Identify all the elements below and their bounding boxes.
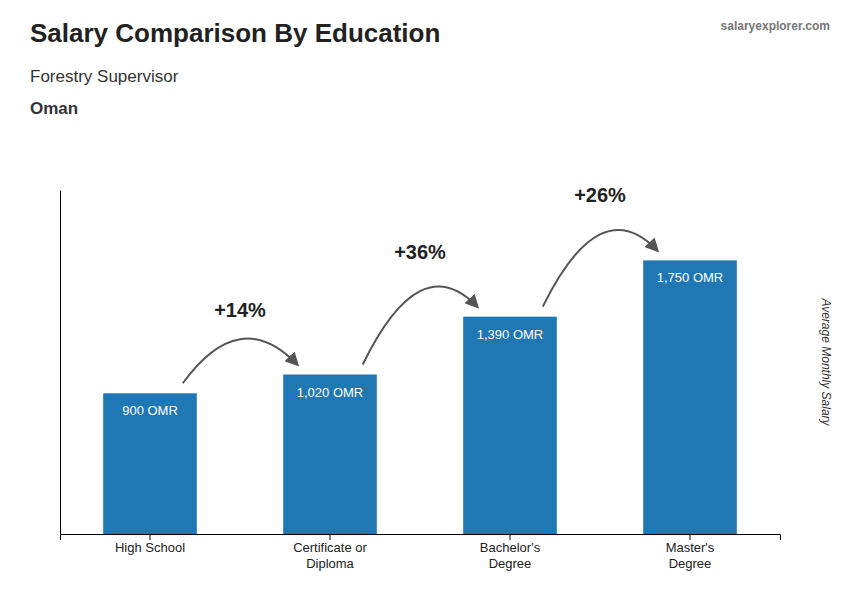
annotations: +14% +36% +26% <box>183 184 657 383</box>
x-tick-label-line: Degree <box>489 556 532 571</box>
x-tick-mark <box>330 534 331 540</box>
x-tick-label-line: Diploma <box>306 556 354 571</box>
data-label: 1,750 OMR <box>657 270 723 285</box>
y-axis <box>60 191 61 535</box>
bar <box>643 260 737 534</box>
arrow <box>183 339 297 384</box>
plot: High School Certificate orDiploma Bachelor… <box>61 184 781 571</box>
x-tick-label: Bachelor'sDegree <box>480 540 541 571</box>
watermark: salaryexplorer.com <box>721 19 830 33</box>
annotation: +26% <box>574 184 626 206</box>
x-tick-label-line: Certificate or <box>293 540 367 555</box>
chart: Salary Comparison By Education Forestry S… <box>0 0 850 606</box>
title: Salary Comparison By Education <box>30 18 440 48</box>
x-tick-label-line: Degree <box>669 556 712 571</box>
bar <box>283 375 377 534</box>
data-label: 1,390 OMR <box>477 327 543 342</box>
annotation: +14% <box>214 299 266 321</box>
bar <box>463 317 557 534</box>
annotation: +36% <box>394 241 446 263</box>
subtitle: Forestry Supervisor <box>30 67 179 86</box>
x-tick-label: Certificate orDiploma <box>293 540 367 571</box>
data-label: 900 OMR <box>122 403 178 418</box>
x-tick: Bachelor'sDegree <box>480 534 541 571</box>
data-label: 1,020 OMR <box>297 385 363 400</box>
x-tick-label-line: Master's <box>666 540 715 555</box>
x-tick-label: High School <box>115 540 185 555</box>
data-labels: 900 OMR 1,020 OMR 1,390 OMR 1,750 OMR <box>122 270 723 418</box>
x-axis: High School Certificate orDiploma Bachelor… <box>61 534 781 571</box>
country: Oman <box>30 99 78 118</box>
x-tick-label-line: Bachelor's <box>480 540 541 555</box>
x-tick: High School <box>115 534 185 555</box>
y-axis-line <box>60 191 61 535</box>
bar <box>103 393 197 534</box>
watermark-part: .com <box>802 19 830 33</box>
x-tick-label-line: High School <box>115 540 185 555</box>
arrow <box>543 230 657 307</box>
x-axis-line <box>61 535 781 541</box>
x-tick-mark <box>150 534 151 540</box>
x-tick: Certificate orDiploma <box>293 534 367 571</box>
x-tick: Master'sDegree <box>666 534 715 571</box>
y-axis-title: Average Monthly Salary <box>819 297 833 426</box>
x-tick-mark <box>510 534 511 540</box>
x-tick-label: Master'sDegree <box>666 540 715 571</box>
arrow <box>363 286 477 364</box>
x-tick-mark <box>690 534 691 540</box>
watermark-part: salary <box>721 19 756 33</box>
watermark-part: explorer <box>755 19 803 33</box>
bars <box>103 260 737 534</box>
